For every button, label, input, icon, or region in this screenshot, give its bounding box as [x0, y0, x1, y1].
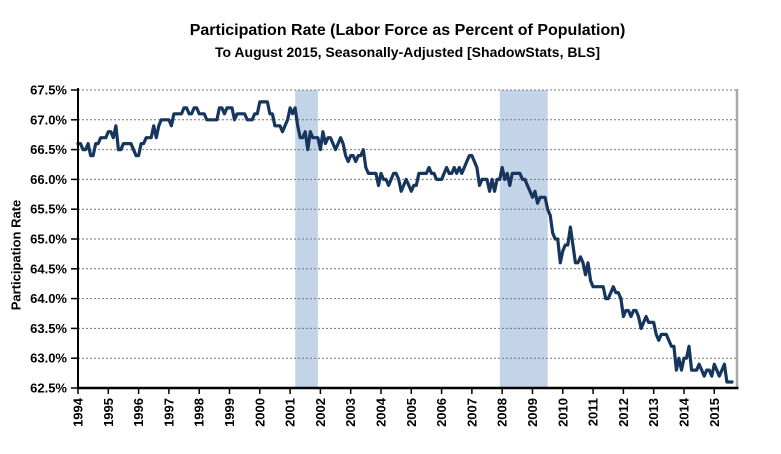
x-tick-label: 2004	[374, 397, 389, 427]
y-tick-label: 62.5%	[30, 381, 67, 396]
x-tick-label: 2007	[464, 398, 479, 427]
x-tick-label: 2014	[677, 397, 692, 427]
x-tick-label: 2006	[434, 398, 449, 427]
y-tick-label: 64.0%	[30, 291, 67, 306]
x-tick-label: 2009	[525, 398, 540, 427]
x-tick-label: 1994	[71, 397, 86, 427]
y-tick-label: 66.0%	[30, 172, 67, 187]
x-tick-label: 2008	[495, 398, 510, 427]
y-tick-label: 64.5%	[30, 261, 67, 276]
participation-rate-line	[76, 100, 734, 384]
x-tick-label: 1997	[161, 398, 176, 427]
y-tick-label: 66.5%	[30, 142, 67, 157]
x-tick-label: 2015	[707, 398, 722, 427]
y-tick-label: 65.5%	[30, 202, 67, 217]
x-tick-label: 1999	[222, 398, 237, 427]
y-tick-label: 63.0%	[30, 351, 67, 366]
x-tick-label: 2003	[343, 398, 358, 427]
x-tick-label: 1996	[131, 398, 146, 427]
y-tick-label: 67.0%	[30, 112, 67, 127]
x-tick-label: 2012	[616, 398, 631, 427]
x-tick-label: 2010	[555, 398, 570, 427]
chart-title: Participation Rate (Labor Force as Perce…	[189, 22, 626, 39]
x-tick-label: 2013	[646, 398, 661, 427]
x-tick-label: 2000	[252, 398, 267, 427]
y-tick-label: 63.5%	[30, 321, 67, 336]
x-tick-label: 2011	[586, 398, 601, 426]
x-tick-label: 1998	[192, 398, 207, 427]
x-tick-label: 2005	[404, 398, 419, 427]
y-tick-label: 67.5%	[30, 83, 67, 98]
x-tick-label: 2002	[313, 398, 328, 427]
x-tick-label: 2001	[283, 398, 298, 427]
y-tick-label: 65.0%	[30, 232, 67, 247]
x-tick-label: 1995	[101, 398, 116, 427]
chart-subtitle: To August 2015, Seasonally-Adjusted [Sha…	[214, 44, 601, 60]
